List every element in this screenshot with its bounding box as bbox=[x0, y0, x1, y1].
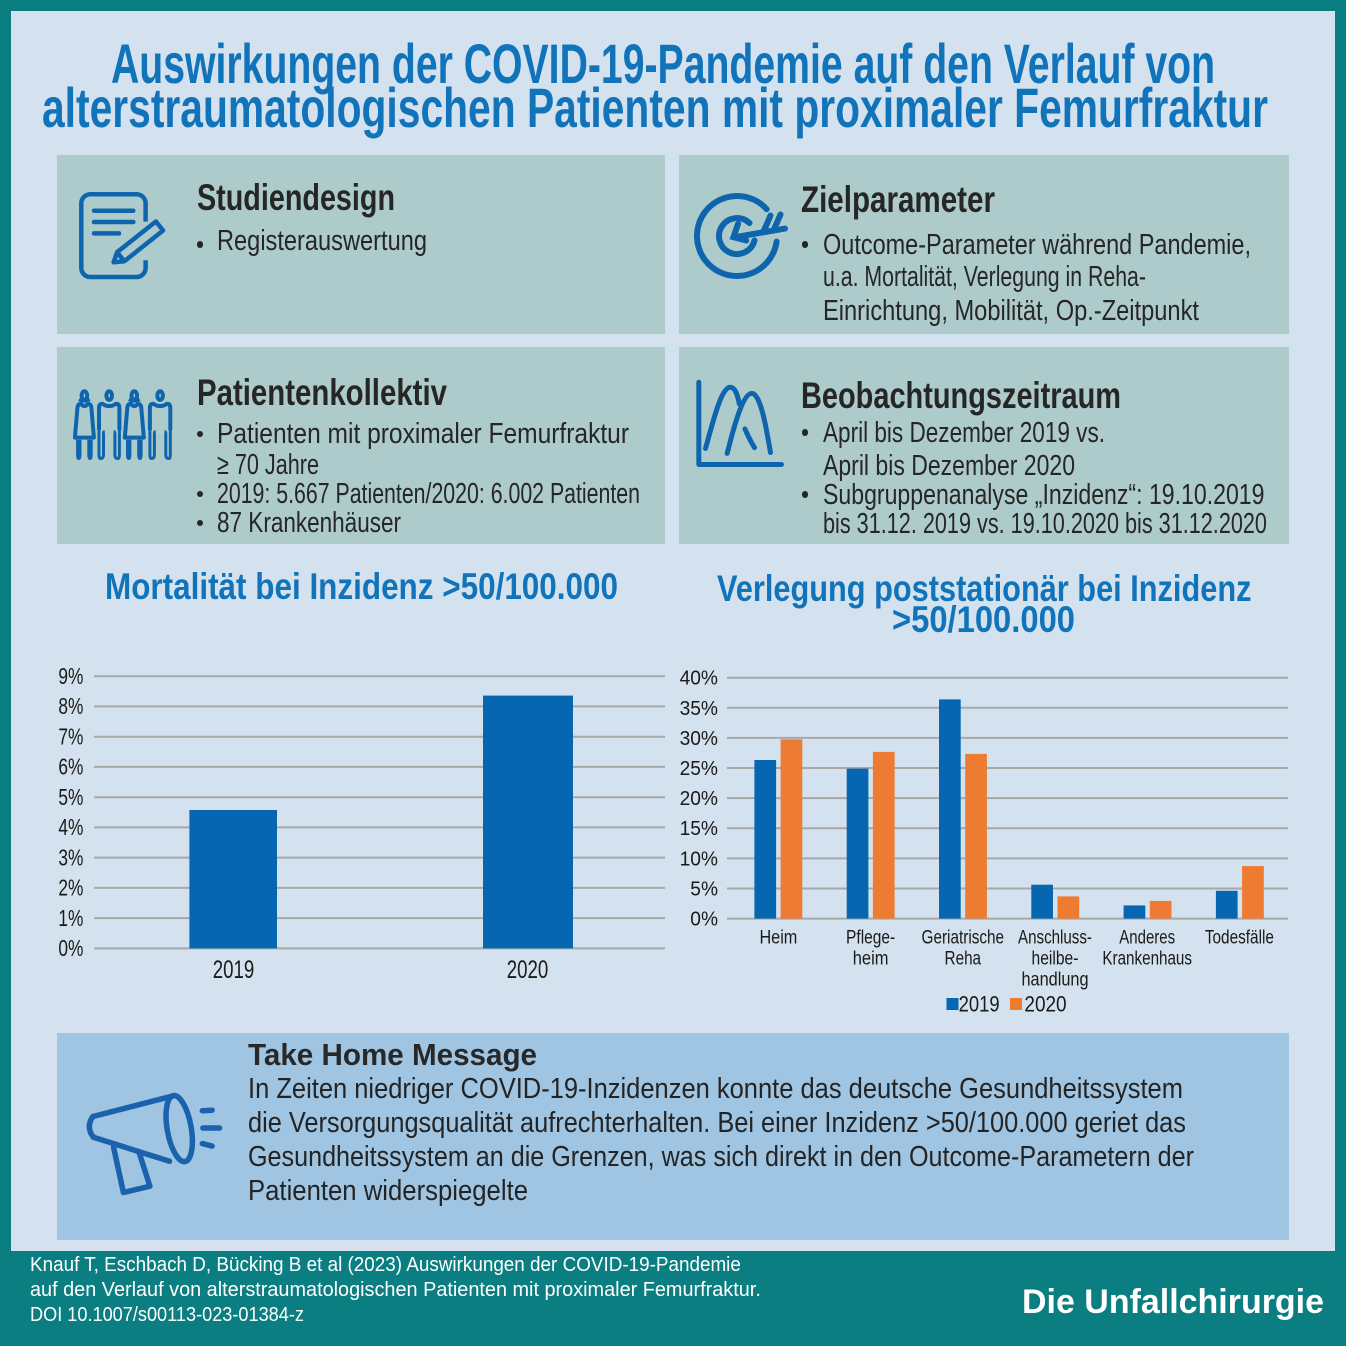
svg-text:Krankenhaus: Krankenhaus bbox=[1102, 949, 1192, 970]
svg-text:30%: 30% bbox=[680, 728, 718, 750]
svg-text:Todesfälle: Todesfälle bbox=[1205, 927, 1274, 948]
svg-text:10%: 10% bbox=[680, 848, 718, 870]
svg-text:5%: 5% bbox=[58, 784, 83, 810]
svg-text:2019: 2019 bbox=[959, 992, 1000, 1017]
svg-text:5%: 5% bbox=[690, 879, 718, 901]
svg-text:9%: 9% bbox=[58, 663, 83, 689]
svg-text:0%: 0% bbox=[58, 935, 83, 961]
svg-text:7%: 7% bbox=[58, 724, 83, 750]
svg-text:heilbe-: heilbe- bbox=[1032, 949, 1079, 970]
svg-text:handlung: handlung bbox=[1021, 970, 1088, 991]
svg-text:Geriatrische: Geriatrische bbox=[922, 927, 1005, 948]
svg-text:Reha: Reha bbox=[945, 949, 982, 970]
svg-text:Anschluss-: Anschluss- bbox=[1018, 927, 1092, 948]
svg-text:2019: 2019 bbox=[213, 957, 255, 984]
svg-text:8%: 8% bbox=[58, 693, 83, 719]
svg-text:1%: 1% bbox=[58, 905, 83, 931]
svg-text:2%: 2% bbox=[58, 875, 83, 901]
svg-text:heim: heim bbox=[853, 949, 889, 970]
svg-text:3%: 3% bbox=[58, 844, 83, 870]
svg-text:2020: 2020 bbox=[507, 957, 549, 984]
svg-text:15%: 15% bbox=[680, 818, 718, 840]
svg-text:25%: 25% bbox=[680, 758, 718, 780]
svg-text:4%: 4% bbox=[58, 814, 83, 840]
svg-text:2020: 2020 bbox=[1024, 992, 1066, 1017]
svg-text:20%: 20% bbox=[680, 788, 718, 810]
svg-text:Anderes: Anderes bbox=[1119, 927, 1175, 948]
svg-text:0%: 0% bbox=[690, 909, 718, 931]
svg-text:6%: 6% bbox=[58, 754, 83, 780]
svg-text:Heim: Heim bbox=[759, 927, 797, 948]
svg-text:35%: 35% bbox=[680, 698, 718, 720]
svg-text:Pflege-: Pflege- bbox=[846, 927, 895, 948]
svg-text:40%: 40% bbox=[680, 668, 718, 690]
